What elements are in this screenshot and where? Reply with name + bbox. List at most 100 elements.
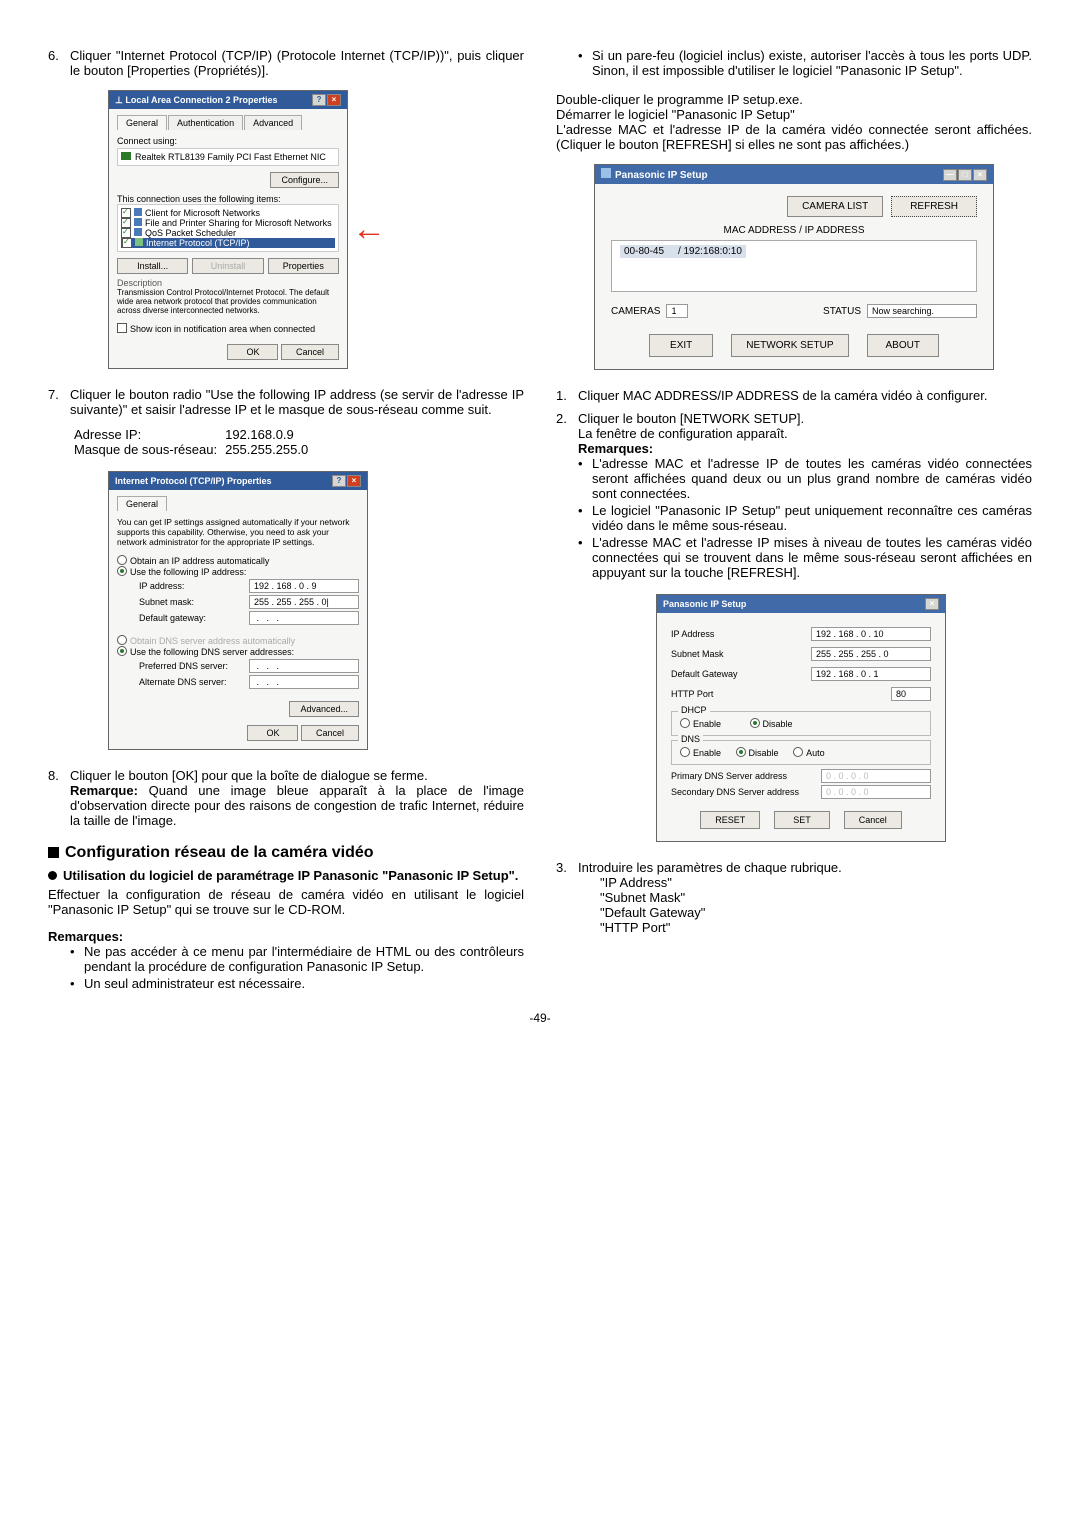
step-text: Cliquer le bouton [OK] pour que la boîte…	[70, 768, 428, 783]
close-icon[interactable]: ×	[973, 169, 987, 181]
mac-ip-row[interactable]: 00-80-45 / 192:168:0:10	[620, 245, 746, 258]
pridns-label: Primary DNS Server address	[671, 771, 787, 781]
notify-checkbox-label[interactable]: Show icon in notification area when conn…	[130, 324, 315, 334]
gateway-label: Default gateway:	[139, 613, 206, 623]
remarques-label: Remarques:	[48, 929, 524, 944]
step-text: Cliquer le bouton [NETWORK SETUP].	[578, 411, 804, 426]
gateway-input[interactable]: . . .	[249, 611, 359, 625]
uninstall-button: Uninstall	[192, 258, 263, 274]
mask-value: 255.255.255.0	[221, 442, 312, 457]
step-text: Cliquer le bouton radio "Use the followi…	[70, 387, 524, 417]
advanced-button[interactable]: Advanced...	[289, 701, 359, 717]
ipaddr-input[interactable]: 192 . 168 . 0 . 10	[811, 627, 931, 641]
ok-button[interactable]: OK	[227, 344, 278, 360]
tab-general[interactable]: General	[117, 496, 167, 511]
install-button[interactable]: Install...	[117, 258, 188, 274]
field-name: "HTTP Port"	[578, 920, 1032, 935]
pridns-input[interactable]: 0 . 0 . 0 . 0	[821, 769, 931, 783]
properties-button[interactable]: Properties	[268, 258, 339, 274]
ok-button[interactable]: OK	[247, 725, 298, 741]
connect-using-label: Connect using:	[117, 136, 339, 146]
dns-disable[interactable]: Disable	[749, 748, 779, 758]
ipaddr-label: IP Address	[671, 629, 714, 639]
radio-auto-dns: Obtain DNS server address automatically	[130, 636, 295, 646]
tab-advanced[interactable]: Advanced	[244, 115, 302, 130]
ipaddr-label: IP address:	[139, 581, 184, 591]
exit-button[interactable]: EXIT	[649, 334, 713, 357]
close-icon[interactable]: ×	[327, 94, 341, 106]
radio-auto-ip[interactable]: Obtain an IP address automatically	[130, 556, 269, 566]
dns-auto[interactable]: Auto	[806, 748, 825, 758]
port-label: HTTP Port	[671, 689, 713, 699]
configure-button[interactable]: Configure...	[270, 172, 339, 188]
reset-button[interactable]: RESET	[700, 811, 760, 829]
prefdns-input[interactable]: . . .	[249, 659, 359, 673]
gateway-input[interactable]: 192 . 168 . 0 . 1	[811, 667, 931, 681]
ipaddr-input[interactable]: 192 . 168 . 0 . 9	[249, 579, 359, 593]
dns-group: DNS	[678, 734, 703, 744]
dhcp-disable[interactable]: Disable	[763, 719, 793, 729]
step-2: 2. Cliquer le bouton [NETWORK SETUP]. La…	[556, 411, 1032, 582]
close-icon[interactable]: ×	[347, 475, 361, 487]
cancel-button[interactable]: Cancel	[844, 811, 902, 829]
gateway-label: Default Gateway	[671, 669, 738, 679]
secdns-input[interactable]: 0 . 0 . 0 . 0	[821, 785, 931, 799]
remark-item: Ne pas accéder à ce menu par l'intermédi…	[84, 944, 524, 974]
paragraph: Effectuer la configuration de réseau de …	[48, 887, 524, 917]
step-num: 7.	[48, 387, 70, 417]
field-name: "Default Gateway"	[578, 905, 1032, 920]
altdns-label: Alternate DNS server:	[139, 677, 227, 687]
help-icon[interactable]: ?	[312, 94, 326, 106]
paragraph: Double-cliquer le programme IP setup.exe…	[556, 92, 1032, 107]
tab-auth[interactable]: Authentication	[168, 115, 243, 130]
altdns-input[interactable]: . . .	[249, 675, 359, 689]
dialog-title: Internet Protocol (TCP/IP) Properties	[115, 476, 272, 486]
desc-text: Transmission Control Protocol/Internet P…	[117, 288, 339, 315]
radio-manual-dns[interactable]: Use the following DNS server addresses:	[130, 647, 294, 657]
camera-list-button[interactable]: CAMERA LIST	[787, 196, 883, 217]
cancel-button[interactable]: Cancel	[281, 344, 339, 360]
remark-item: Si un pare-feu (logiciel inclus) existe,…	[592, 48, 1032, 78]
step-num: 1.	[556, 388, 578, 403]
about-button[interactable]: ABOUT	[867, 334, 939, 357]
paragraph: Démarrer le logiciel "Panasonic IP Setup…	[556, 107, 1032, 122]
tab-general[interactable]: General	[117, 115, 167, 130]
cancel-button[interactable]: Cancel	[301, 725, 359, 741]
macip-label: MAC ADDRESS / IP ADDRESS	[611, 225, 977, 236]
refresh-button[interactable]: REFRESH	[891, 196, 977, 217]
window-title: Panasonic IP Setup	[601, 168, 708, 181]
set-button[interactable]: SET	[774, 811, 830, 829]
ip-values-table: Adresse IP:192.168.0.9 Masque de sous-ré…	[70, 427, 312, 457]
step-num: 2.	[556, 411, 578, 582]
minimize-icon[interactable]: —	[943, 169, 957, 181]
nic-field: Realtek RTL8139 Family PCI Fast Ethernet…	[117, 148, 339, 166]
subsection-heading: Utilisation du logiciel de paramétrage I…	[48, 868, 524, 883]
subnet-input[interactable]: 255 . 255 . 255 . 0	[811, 647, 931, 661]
ip-value: 192.168.0.9	[221, 427, 312, 442]
dialog-title: ⊥ Local Area Connection 2 Properties	[115, 95, 278, 106]
close-icon[interactable]: ×	[925, 598, 939, 610]
cameras-value: 1	[666, 304, 688, 318]
step-text: Cliquer "Internet Protocol (TCP/IP) (Pro…	[70, 48, 524, 78]
field-name: "IP Address"	[578, 875, 1032, 890]
item-qos[interactable]: QoS Packet Scheduler	[145, 228, 236, 238]
port-input[interactable]: 80	[891, 687, 931, 701]
subnet-label: Subnet mask:	[139, 597, 194, 607]
network-setup-button[interactable]: NETWORK SETUP	[731, 334, 848, 357]
item-client[interactable]: Client for Microsoft Networks	[145, 208, 260, 218]
help-icon[interactable]: ?	[332, 475, 346, 487]
panasonic-ip-setup-config: Panasonic IP Setup × IP Address192 . 168…	[656, 594, 946, 842]
subnet-label: Subnet Mask	[671, 649, 724, 659]
dns-enable[interactable]: Enable	[693, 748, 721, 758]
subnet-input[interactable]: 255 . 255 . 255 . 0|	[249, 595, 359, 609]
dhcp-enable[interactable]: Enable	[693, 719, 721, 729]
item-fps[interactable]: File and Printer Sharing for Microsoft N…	[145, 218, 332, 228]
section-heading: Configuration réseau de la caméra vidéo	[48, 844, 524, 862]
prefdns-label: Preferred DNS server:	[139, 661, 228, 671]
remark-item: Un seul administrateur est nécessaire.	[84, 976, 524, 991]
desc-label: Description	[117, 278, 339, 288]
item-tcpip[interactable]: Internet Protocol (TCP/IP)	[146, 238, 250, 248]
radio-manual-ip[interactable]: Use the following IP address:	[130, 567, 246, 577]
status-value: Now searching.	[867, 304, 977, 318]
maximize-icon[interactable]: □	[958, 169, 972, 181]
